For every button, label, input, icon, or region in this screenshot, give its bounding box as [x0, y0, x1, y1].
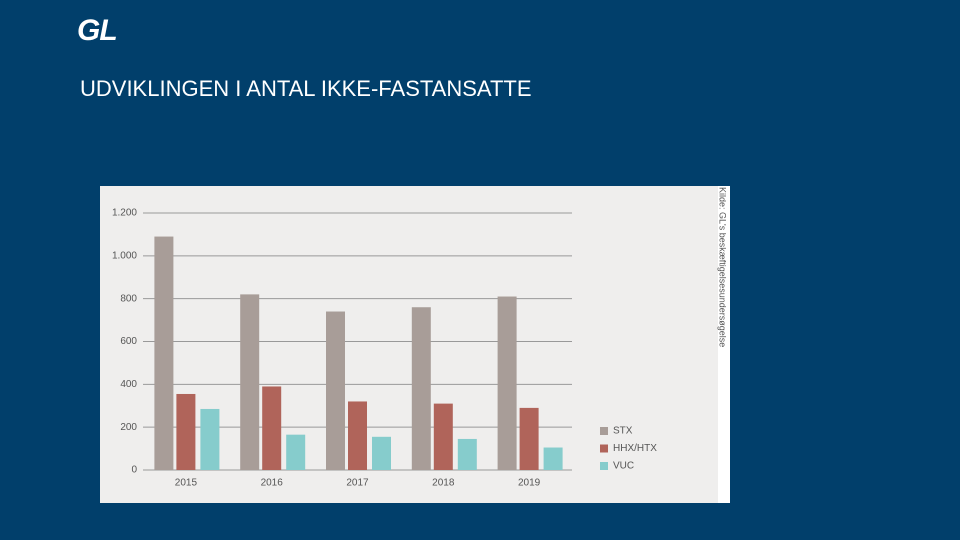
legend-label: HHX/HTX — [613, 443, 657, 454]
bar — [433, 403, 453, 470]
logo: GL — [77, 14, 118, 47]
legend-label: STX — [613, 426, 633, 437]
y-tick-label: 400 — [120, 379, 137, 390]
bar — [372, 436, 391, 470]
legend-swatch — [600, 427, 608, 435]
x-tick-label: 2016 — [261, 478, 284, 489]
y-tick-label: 1.000 — [112, 250, 137, 261]
bar — [411, 307, 431, 470]
y-tick-label: 1.200 — [112, 208, 137, 219]
source-note: Kilde: GL's beskæftigelsesundersøgelse — [718, 187, 728, 347]
bar — [154, 236, 174, 470]
y-tick-label: 0 — [131, 465, 137, 476]
bar — [326, 311, 345, 470]
bar — [240, 294, 260, 470]
x-tick-label: 2019 — [518, 478, 541, 489]
x-tick-label: 2015 — [175, 478, 198, 489]
bar — [348, 401, 367, 470]
y-tick-label: 800 — [120, 293, 137, 304]
bar — [497, 296, 517, 470]
x-tick-label: 2017 — [346, 478, 369, 489]
bar — [543, 447, 563, 470]
source-strip — [718, 186, 730, 503]
y-tick-label: 200 — [120, 422, 137, 433]
bar — [286, 434, 306, 470]
legend-swatch — [600, 462, 608, 470]
y-tick-label: 600 — [120, 336, 137, 347]
bar — [457, 438, 477, 470]
legend-label: VUC — [613, 461, 634, 472]
bar — [519, 407, 539, 470]
x-tick-label: 2018 — [432, 478, 455, 489]
bar — [200, 408, 220, 470]
bar — [262, 386, 282, 470]
bar — [176, 393, 196, 470]
slide-title: UDVIKLINGEN I ANTAL IKKE-FASTANSATTE — [80, 76, 532, 101]
legend-swatch — [600, 444, 608, 453]
